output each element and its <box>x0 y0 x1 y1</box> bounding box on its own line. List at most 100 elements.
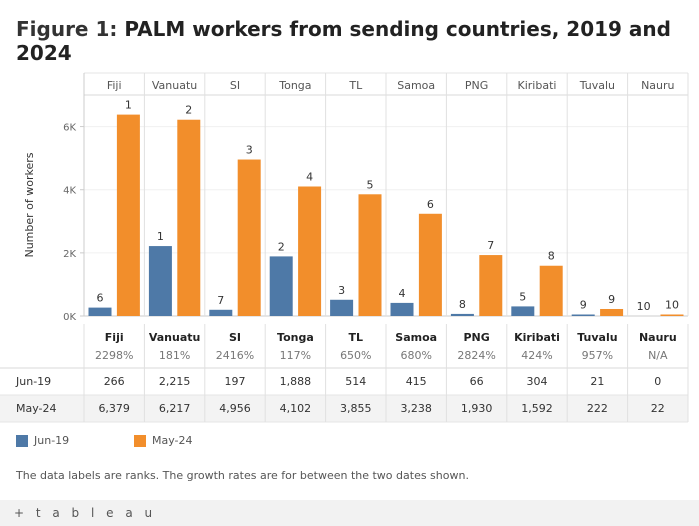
bar-rank-label: 5 <box>366 178 373 191</box>
legend-label-may24: May-24 <box>152 434 193 447</box>
column-header: TL <box>348 79 363 92</box>
table-cell: 4,956 <box>219 402 251 415</box>
bar-rank-label: 4 <box>306 170 313 183</box>
table-growth: 181% <box>159 349 190 362</box>
table-cell: 3,855 <box>340 402 372 415</box>
column-header: Fiji <box>107 79 122 92</box>
bar-rank-label: 9 <box>580 299 587 312</box>
legend-item-may24[interactable]: May-24 <box>134 434 193 447</box>
bar <box>539 265 563 316</box>
table-growth: 117% <box>280 349 311 362</box>
table-row-label: May-24 <box>16 402 57 415</box>
bar-rank-label: 6 <box>97 292 104 305</box>
table-cell: 3,238 <box>400 402 432 415</box>
table-cell: 21 <box>590 375 604 388</box>
bar-rank-label: 10 <box>665 299 679 312</box>
table-country: Kiribati <box>514 331 560 344</box>
bar <box>358 194 382 316</box>
table-cell: 6,217 <box>159 402 191 415</box>
table-growth: 2298% <box>95 349 133 362</box>
bar-rank-label: 7 <box>487 239 494 252</box>
bar <box>479 255 503 316</box>
y-tick-label: 2K <box>63 249 76 260</box>
table-row-label: Jun-19 <box>15 375 51 388</box>
table-country: Nauru <box>639 331 677 344</box>
bar <box>269 256 293 316</box>
table-cell: 1,888 <box>280 375 312 388</box>
y-tick-label: 4K <box>63 186 76 197</box>
table-cell: 4,102 <box>280 402 312 415</box>
table-growth: 650% <box>340 349 371 362</box>
bar-rank-label: 7 <box>217 294 224 307</box>
bar <box>88 307 112 316</box>
column-header: Tonga <box>278 79 311 92</box>
bar <box>418 213 442 316</box>
bar-rank-label: 8 <box>548 250 555 263</box>
table-cell: 514 <box>345 375 366 388</box>
bar-rank-label: 1 <box>125 99 132 112</box>
legend-swatch-jun19 <box>16 434 28 447</box>
bar <box>390 302 414 316</box>
table-cell: 22 <box>651 402 665 415</box>
bar <box>177 119 201 316</box>
table-cell: 304 <box>527 375 548 388</box>
legend-item-jun19[interactable]: Jun-19 <box>16 434 69 447</box>
bar-rank-label: 10 <box>637 300 651 313</box>
table-country: PNG <box>463 331 489 344</box>
column-header: Vanuatu <box>152 79 197 92</box>
y-axis-title: Number of workers <box>23 152 36 257</box>
column-header: Nauru <box>641 79 674 92</box>
table-cell: 6,379 <box>98 402 130 415</box>
table-country: Tuvalu <box>577 331 617 344</box>
bar-rank-label: 8 <box>459 298 466 311</box>
legend: Jun-19 May-24 <box>16 434 316 452</box>
bar-rank-label: 6 <box>427 198 434 211</box>
bar-rank-label: 9 <box>608 293 615 306</box>
table-cell: 2,215 <box>159 375 191 388</box>
bar-rank-label: 3 <box>338 284 345 297</box>
tableau-logo[interactable]: + t a b l e a u <box>14 506 157 520</box>
bar <box>450 313 474 316</box>
bar-rank-label: 2 <box>278 240 285 253</box>
column-header: PNG <box>465 79 488 92</box>
table-cell: 66 <box>470 375 484 388</box>
bar-rank-label: 4 <box>399 287 406 300</box>
bar-rank-label: 1 <box>157 230 164 243</box>
footnote: The data labels are ranks. The growth ra… <box>16 469 469 482</box>
table-growth: 680% <box>400 349 431 362</box>
title-text: PALM workers from sending countries, 201… <box>16 17 671 65</box>
bar <box>209 309 233 316</box>
chart-title: Figure 1: PALM workers from sending coun… <box>16 17 696 65</box>
table-country: TL <box>349 331 364 344</box>
bar <box>330 299 354 316</box>
bar <box>511 306 535 316</box>
bar <box>116 114 140 316</box>
table-cell: 197 <box>225 375 246 388</box>
bar <box>660 314 684 316</box>
table-row-shade <box>0 395 688 422</box>
bar-chart: 0K 2K 4K 6K Number of workers Fiji 6 1 Vanuatu 1 2… <box>0 72 689 423</box>
column-header: Tuvalu <box>579 79 615 92</box>
bar <box>148 246 172 316</box>
bar-rank-label: 3 <box>246 144 253 157</box>
table-cell: 266 <box>104 375 125 388</box>
table-growth: 957% <box>582 349 613 362</box>
table-cell: 0 <box>654 375 661 388</box>
bar <box>571 314 595 316</box>
table-country: Fiji <box>105 331 124 344</box>
bar-rank-label: 2 <box>185 104 192 117</box>
table-country: Tonga <box>277 331 314 344</box>
column-header: Kiribati <box>518 79 557 92</box>
table-growth: N/A <box>648 349 668 362</box>
table-cell: 222 <box>587 402 608 415</box>
bar-rank-label: 5 <box>519 290 526 303</box>
figure-label: Figure 1: <box>16 17 118 41</box>
table-country: Vanuatu <box>149 331 201 344</box>
y-tick-label: 6K <box>63 123 76 134</box>
bar <box>298 186 322 316</box>
table-growth: 2416% <box>216 349 254 362</box>
legend-label-jun19: Jun-19 <box>34 434 70 447</box>
table-cell: 1,930 <box>461 402 493 415</box>
legend-swatch-may24 <box>134 434 146 447</box>
table-cell: 1,592 <box>521 402 553 415</box>
